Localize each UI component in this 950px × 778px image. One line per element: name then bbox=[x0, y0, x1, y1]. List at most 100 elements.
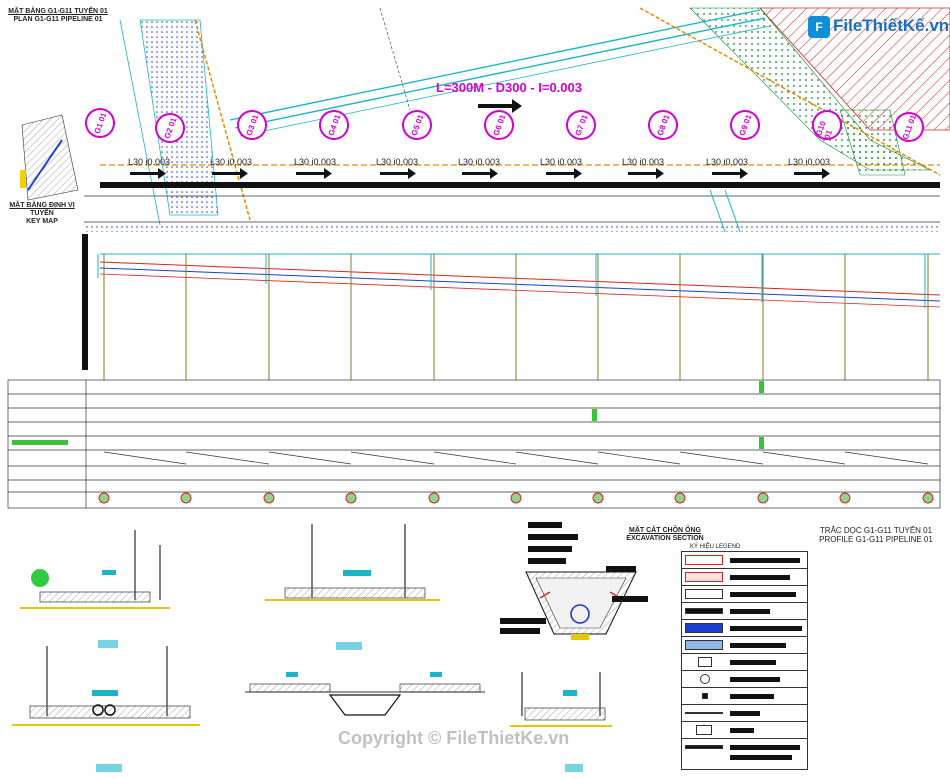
boundary-dash bbox=[379, 7, 411, 111]
excavation-note-bar bbox=[528, 546, 572, 552]
segment-label: L30 i0.003 bbox=[210, 157, 253, 167]
legend-text-bar bbox=[730, 558, 800, 563]
pipe-invert-line bbox=[99, 267, 941, 302]
flow-arrows bbox=[130, 99, 830, 179]
manhole-tag-label: G11 01 bbox=[900, 113, 918, 141]
manhole-tag-label: G7 01 bbox=[573, 113, 589, 137]
legend-symbol-pink bbox=[685, 572, 723, 582]
pipe-top-line bbox=[99, 261, 941, 296]
manhole-walls bbox=[97, 254, 926, 308]
flow-arrow bbox=[794, 168, 830, 179]
legend-row bbox=[682, 569, 807, 586]
hatched-zone bbox=[759, 7, 950, 131]
manhole-tag-label: G9 01 bbox=[737, 113, 753, 137]
flow-arrow bbox=[296, 168, 332, 179]
table-marker bbox=[759, 381, 764, 393]
legend-text-bar bbox=[730, 694, 774, 699]
excavation-note-bar bbox=[528, 534, 578, 540]
legend-text-bar bbox=[730, 660, 776, 665]
segment-label: L30 i0.003 bbox=[376, 157, 419, 167]
legend-row bbox=[682, 603, 807, 620]
flow-arrow bbox=[712, 168, 748, 179]
excavation-note-bar bbox=[606, 566, 636, 572]
legend-symbol-blue bbox=[685, 623, 723, 633]
legend-text-bar bbox=[730, 592, 796, 597]
legend-row bbox=[682, 705, 807, 722]
pipe-bottom-line bbox=[99, 273, 941, 308]
legend-text-bar bbox=[730, 677, 780, 682]
keymap-title: MẶT BẰNG ĐỊNH VỊ TUYẾN KEY MAP bbox=[2, 202, 82, 226]
profile-scale-bar bbox=[82, 234, 88, 370]
keymap-title-en: KEY MAP bbox=[26, 218, 58, 225]
cross-section-2 bbox=[265, 524, 440, 650]
manhole-tag-label: G3 01 bbox=[244, 113, 260, 137]
segment-label: L30 i0.003 bbox=[458, 157, 501, 167]
legend-text-bar bbox=[730, 609, 770, 614]
flow-arrow bbox=[628, 168, 664, 179]
cross-sections bbox=[12, 524, 612, 772]
segment-label: L30 i0.003 bbox=[294, 157, 337, 167]
legend-symbol-lightblue bbox=[685, 640, 723, 650]
cyan-crossing-2 bbox=[724, 189, 741, 233]
legend-row bbox=[682, 671, 807, 688]
pipe-spec-label: L=300M - D300 - I=0.003 bbox=[436, 80, 582, 95]
copyright-watermark: Copyright © FileThietKe.vn bbox=[338, 728, 570, 748]
legend-row bbox=[682, 552, 807, 569]
flow-arrow bbox=[130, 168, 166, 179]
plan-title: MẶT BẰNG G1-G11 TUYẾN 01 PLAN G1-G11 PIP… bbox=[4, 8, 112, 24]
excavation-title: MẶT CẮT CHÔN ỐNG EXCAVATION SECTION bbox=[610, 527, 720, 543]
cyan-road-line-1 bbox=[229, 9, 761, 121]
flow-arrow bbox=[462, 168, 498, 179]
orange-line-1 bbox=[194, 19, 251, 221]
excavation-title-vn: MẶT CẮT CHÔN ỐNG bbox=[629, 527, 701, 534]
legend-symbol-circle bbox=[700, 674, 710, 684]
flow-arrow-big bbox=[478, 99, 522, 113]
legend-row bbox=[682, 654, 807, 671]
key-map bbox=[20, 114, 79, 201]
blue-dotted-band bbox=[84, 224, 940, 232]
segment-label: L30 i0.003 bbox=[128, 157, 171, 167]
manhole-tag-label: G5 01 bbox=[409, 113, 425, 137]
legend-row bbox=[682, 586, 807, 603]
flow-arrow bbox=[212, 168, 248, 179]
legend-symbol-dot bbox=[702, 693, 708, 699]
cyan-crossing-1 bbox=[709, 189, 726, 233]
green-dotted-zone-2 bbox=[839, 109, 906, 176]
orange-line-2 bbox=[639, 7, 941, 176]
excavation-note-bar bbox=[500, 618, 546, 624]
legend-symbol-fitting bbox=[696, 725, 712, 735]
manhole-tag-label: G8 01 bbox=[655, 113, 671, 137]
legend-text-bar bbox=[730, 626, 802, 631]
segment-label: L30 i0.003 bbox=[788, 157, 831, 167]
manhole-stems bbox=[103, 254, 929, 380]
legend-row bbox=[682, 688, 807, 705]
legend-symbol-pipe bbox=[685, 589, 723, 599]
profile-title: TRẮC DỌC G1-G11 TUYẾN 01 PROFILE G1-G11 … bbox=[812, 526, 940, 544]
excavation-note-bar bbox=[612, 596, 648, 602]
profile-section bbox=[7, 234, 941, 509]
legend-row bbox=[682, 637, 807, 654]
profile-title-en: PROFILE G1-G11 PIPELINE 01 bbox=[819, 535, 933, 544]
keymap-title-route: TUYẾN bbox=[30, 210, 54, 217]
segment-label: L30 i0.003 bbox=[622, 157, 665, 167]
cross-section-4 bbox=[245, 672, 485, 716]
segment-label: L30 i0.003 bbox=[706, 157, 749, 167]
legend-text-bar bbox=[730, 643, 786, 648]
logo-text: FileThiếtKế.vn bbox=[833, 16, 950, 35]
manhole-tag-label: G2 01 bbox=[162, 116, 178, 140]
legend-text-bar bbox=[730, 711, 760, 716]
excavation-note-bar bbox=[500, 628, 540, 634]
excavation-title-en: EXCAVATION SECTION bbox=[626, 535, 704, 542]
slope-diagonals bbox=[103, 451, 929, 465]
plan-title-vn: MẶT BẰNG G1-G11 TUYẾN 01 bbox=[8, 8, 108, 15]
table-green-bar bbox=[12, 440, 68, 445]
cyan-road-line-2 bbox=[234, 17, 766, 129]
cyan-edge-line bbox=[119, 19, 161, 226]
excavation-drawing bbox=[525, 571, 637, 640]
cross-section-5 bbox=[510, 672, 612, 772]
legend-text-bar bbox=[730, 755, 792, 760]
cross-section-1 bbox=[20, 530, 170, 648]
profile-table bbox=[7, 379, 941, 509]
profile-title-vn: TRẮC DỌC G1-G11 TUYẾN 01 bbox=[819, 526, 933, 535]
